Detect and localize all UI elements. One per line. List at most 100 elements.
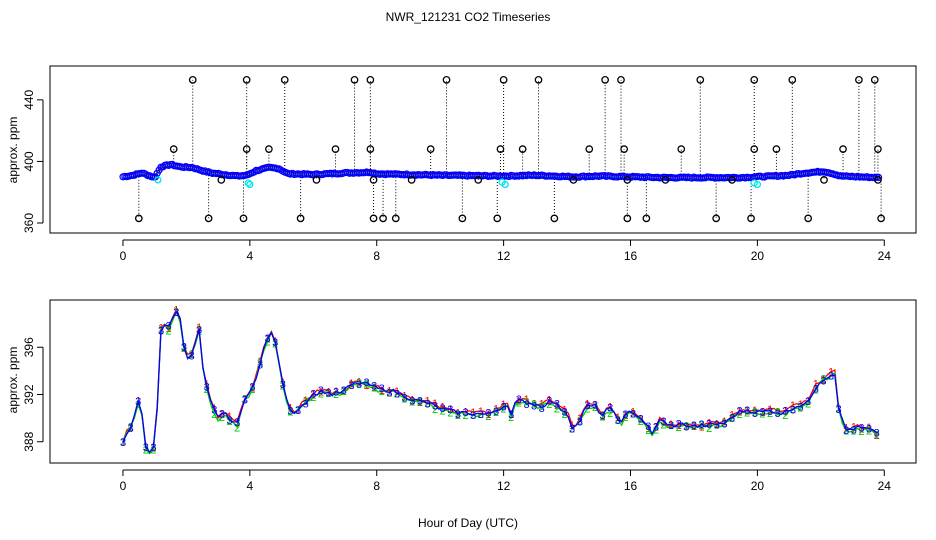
series-marker-3: 3: [234, 417, 240, 429]
series-marker-2: 2: [135, 399, 141, 411]
series-marker-3: 3: [866, 424, 872, 436]
series-marker-3: 3: [470, 410, 476, 422]
cyan-point: [246, 180, 254, 189]
series-marker-3: 3: [303, 399, 309, 411]
series-marker-3: 3: [759, 406, 765, 418]
series-marker-3: 3: [668, 420, 674, 432]
series-line-2: [122, 309, 878, 455]
series-marker-3: 3: [386, 387, 392, 399]
series-marker-3: 3: [173, 307, 179, 319]
flagged-point: [772, 145, 781, 153]
flagged-point: [750, 145, 759, 153]
flagged-point: [312, 176, 321, 184]
series-line-3: [122, 310, 878, 454]
cyan-point: [501, 180, 509, 189]
series-marker-2: 2: [531, 399, 537, 411]
flagged-point: [134, 214, 143, 223]
series-marker-3: 3: [440, 403, 446, 415]
series-marker-2: 2: [333, 389, 339, 401]
series-marker-3: 3: [531, 401, 537, 413]
series-marker-1: 1: [463, 407, 469, 419]
x-tick-label: 16: [624, 249, 638, 263]
series-marker-3: 3: [356, 379, 362, 391]
series-marker-3: 3: [737, 405, 743, 417]
series-marker-3: 3: [561, 407, 567, 419]
y-tick-label: 400: [22, 151, 36, 171]
series-marker-2: 2: [371, 382, 377, 394]
flagged-point: [493, 214, 502, 223]
y-tick-label: 396: [22, 337, 36, 357]
series-marker-1: 1: [364, 380, 370, 392]
flagged-point: [601, 76, 609, 84]
series-marker-2: 2: [813, 385, 819, 397]
x-tick-label: 16: [624, 479, 638, 493]
flagged-point: [496, 145, 505, 153]
flagged-point: [620, 145, 629, 153]
series-marker-3: 3: [128, 423, 134, 435]
series-marker-3: 3: [325, 387, 331, 399]
series-marker-1: 1: [828, 367, 834, 379]
series-marker-3: 3: [874, 428, 880, 440]
series-marker-2: 2: [584, 403, 590, 415]
series-marker-3: 3: [797, 401, 803, 413]
series-marker-1: 1: [470, 407, 476, 419]
series-marker-1: 1: [196, 322, 202, 334]
series-marker-2: 2: [364, 379, 370, 391]
series-marker-3: 3: [424, 398, 430, 410]
flagged-point: [369, 214, 378, 223]
series-marker-1: 1: [630, 407, 636, 419]
series-marker-2: 2: [402, 393, 408, 405]
series-marker-3: 3: [242, 394, 248, 406]
flagged-point: [518, 145, 527, 153]
flagged-point: [870, 76, 879, 84]
flagged-point: [474, 176, 483, 184]
series-marker-1: 1: [554, 400, 560, 412]
series-marker-3: 3: [181, 342, 187, 354]
series-marker-3: 3: [135, 396, 141, 408]
series-marker-1: 1: [226, 411, 232, 423]
series-marker-2: 2: [699, 420, 705, 432]
series-marker-2: 2: [211, 409, 217, 421]
top-y-axis-label: approx. ppm: [6, 117, 20, 184]
top-panel: 0 4 8 12 16 20 24 360 400 440: [22, 65, 917, 263]
flagged-point: [661, 176, 670, 184]
series-marker-3: 3: [272, 337, 278, 349]
series-marker-2: 2: [409, 396, 415, 408]
flagged-point: [712, 214, 721, 223]
series-marker-2: 2: [455, 410, 461, 422]
flagged-point: [820, 176, 828, 184]
series-marker-1: 1: [493, 403, 499, 415]
series-marker-2: 2: [166, 326, 172, 338]
series-marker-3: 3: [813, 384, 819, 396]
series-marker-2: 2: [653, 425, 659, 437]
flagged-point: [623, 214, 632, 223]
series-marker-1: 1: [797, 399, 803, 411]
series-marker-3: 3: [554, 399, 560, 411]
series-marker-3: 3: [348, 380, 354, 392]
flagged-point: [569, 176, 578, 184]
flagged-point: [839, 145, 847, 153]
series-marker-3: 3: [843, 425, 849, 437]
flagged-point: [369, 176, 378, 184]
series-marker-3: 3: [508, 409, 514, 421]
series-marker-2: 2: [120, 437, 126, 449]
flagged-point: [391, 214, 400, 223]
series-marker-3: 3: [729, 413, 735, 425]
flagged-point: [265, 145, 273, 153]
series-marker-3: 3: [600, 410, 606, 422]
series-marker-1: 1: [394, 386, 400, 398]
x-axis-label: Hour of Day (UTC): [418, 516, 518, 530]
flagged-point: [366, 145, 375, 153]
series-marker-2: 2: [797, 403, 803, 415]
series-marker-3: 3: [660, 416, 666, 428]
flagged-point: [239, 214, 248, 223]
series-marker-3: 3: [615, 415, 621, 427]
series-marker-2: 2: [607, 408, 613, 420]
series-marker-3: 3: [455, 409, 461, 421]
series-marker-3: 3: [394, 389, 400, 401]
series-marker-2: 2: [325, 388, 331, 400]
x-tick-label: 12: [497, 249, 511, 263]
series-marker-2: 2: [249, 384, 255, 396]
flagged-point: [366, 76, 375, 84]
flagged-point: [750, 76, 759, 84]
